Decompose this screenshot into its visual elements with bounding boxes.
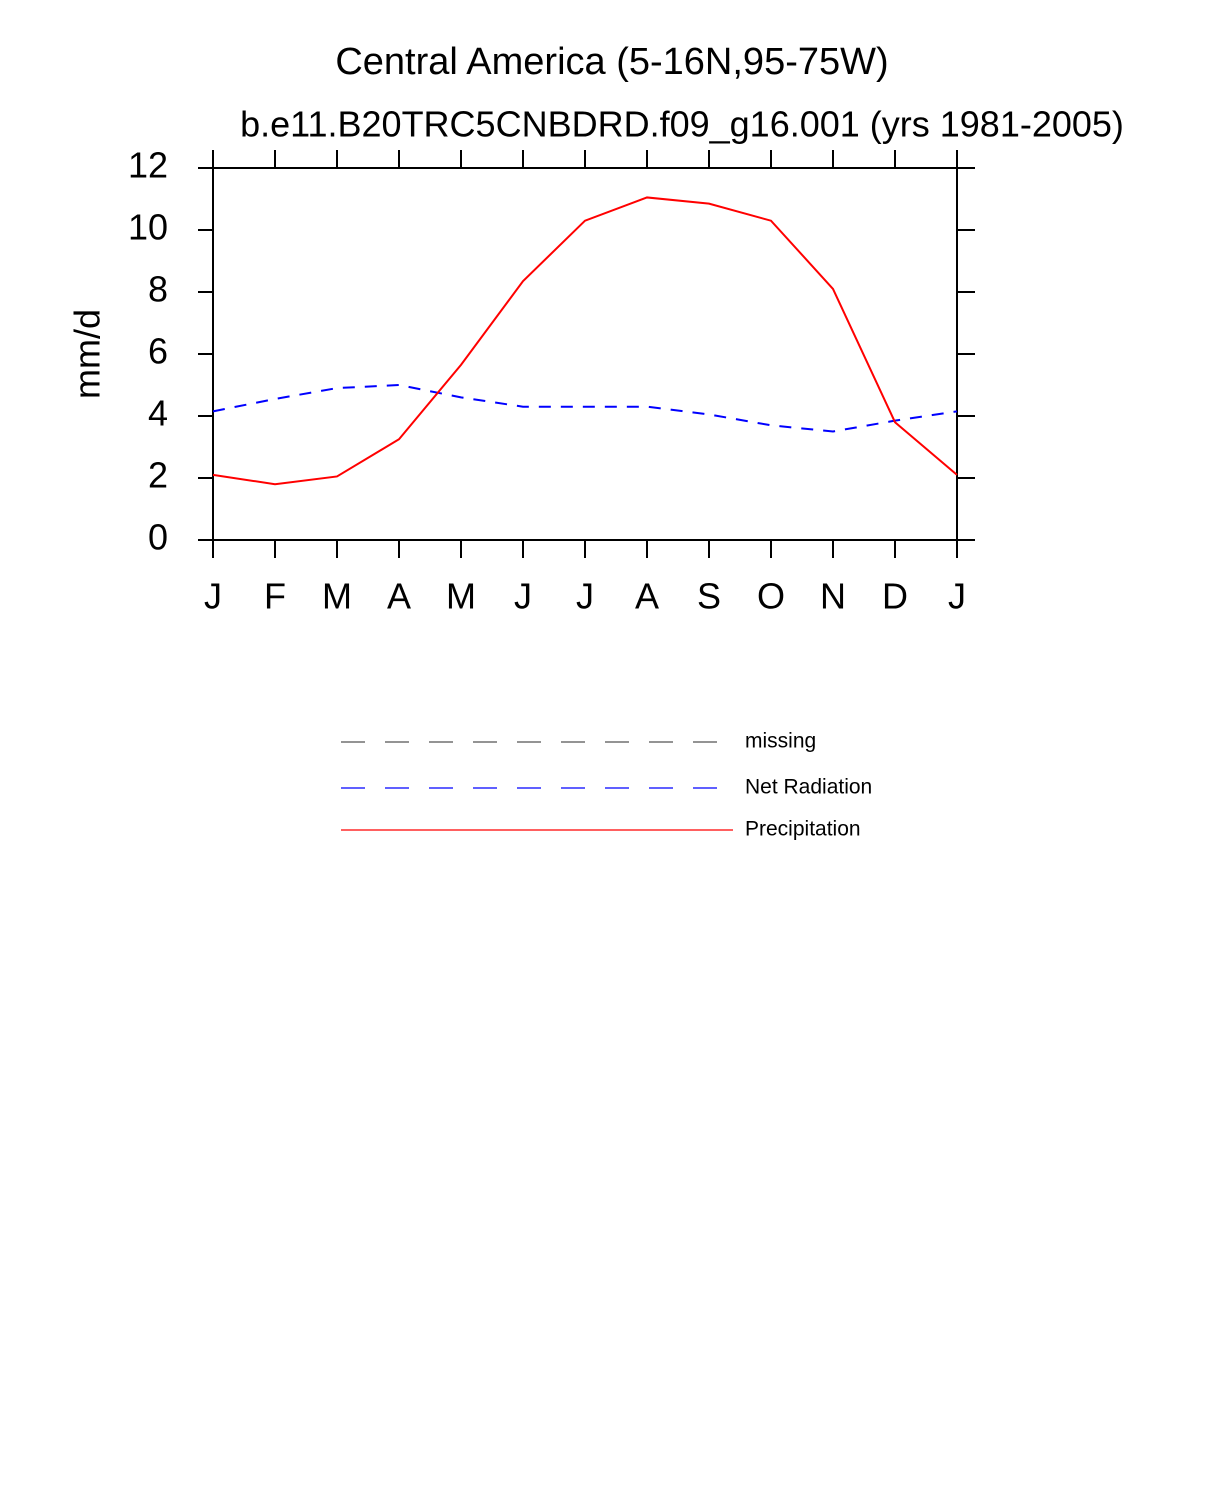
x-tick-label: J — [514, 576, 532, 617]
x-tick-label: M — [446, 576, 476, 617]
x-tick-label: J — [948, 576, 966, 617]
y-tick-label: 0 — [148, 517, 168, 558]
chart-title: Central America (5-16N,95-75W) — [335, 41, 888, 83]
legend-label: Precipitation — [745, 818, 861, 841]
x-tick-label: M — [322, 576, 352, 617]
x-tick-label: A — [635, 576, 659, 617]
y-tick-label: 12 — [128, 145, 168, 186]
x-tick-label: N — [820, 576, 846, 617]
legend-label: Net Radiation — [745, 776, 872, 799]
y-tick-label: 2 — [148, 455, 168, 496]
x-tick-label: A — [387, 576, 411, 617]
x-tick-label: S — [697, 576, 721, 617]
y-axis-label: mm/d — [67, 309, 108, 399]
y-tick-label: 4 — [148, 393, 168, 434]
y-tick-label: 6 — [148, 331, 168, 372]
series-line — [212, 196, 958, 486]
series-line — [212, 383, 958, 433]
chart-subtitle: b.e11.B20TRC5CNBDRD.f09_g16.001 (yrs 198… — [240, 104, 1124, 145]
y-tick-label: 8 — [148, 269, 168, 310]
x-tick-label: J — [576, 576, 594, 617]
x-tick-label: D — [882, 576, 908, 617]
x-tick-label: F — [264, 576, 286, 617]
plot-frame — [212, 167, 958, 541]
x-tick-label: O — [757, 576, 785, 617]
y-tick-label: 10 — [128, 207, 168, 248]
legend-label: missing — [745, 730, 816, 753]
x-tick-label: J — [204, 576, 222, 617]
